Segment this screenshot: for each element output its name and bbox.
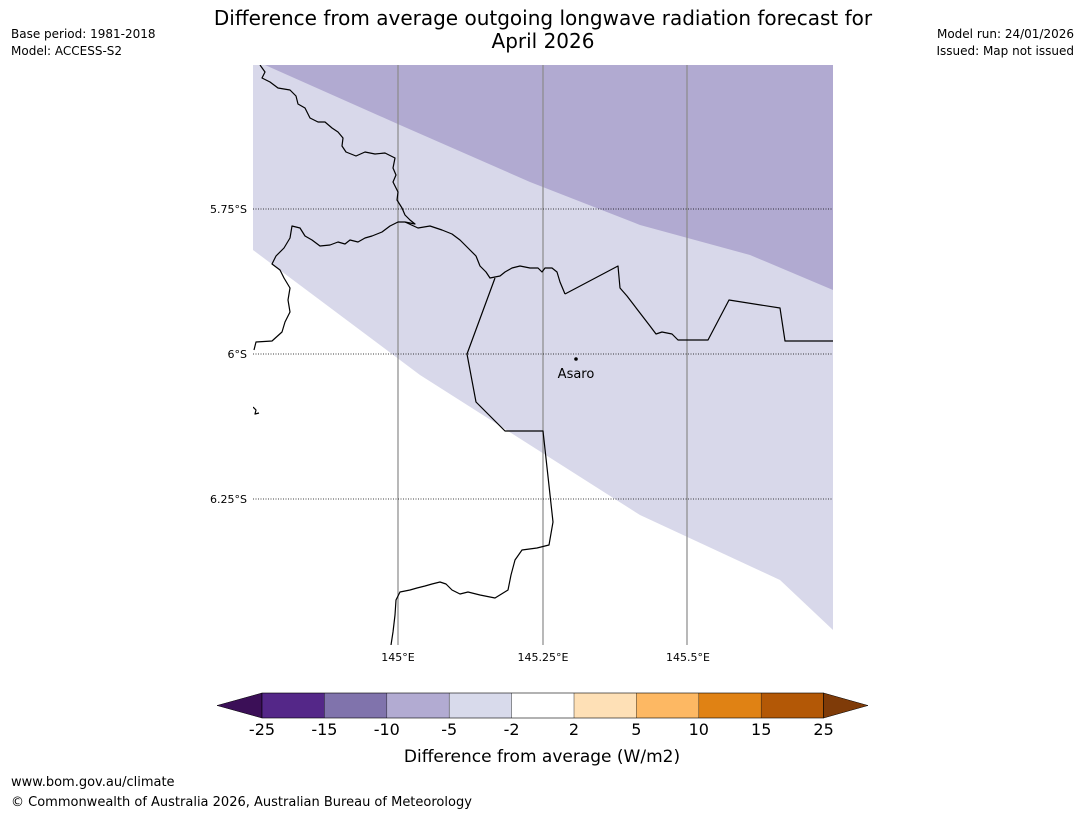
colorbar-box-3 (386, 693, 450, 718)
colorbar-tick-2: -10 (374, 720, 400, 739)
issued-status: Issued: Map not issued (936, 44, 1074, 58)
colorbar-tick-6: 5 (631, 720, 641, 739)
colorbar-tick-7: 10 (689, 720, 709, 739)
colorbar-box-9 (761, 693, 824, 718)
lat-label-6s: 6°S (228, 348, 247, 361)
footer-copyright: © Commonwealth of Australia 2026, Austra… (11, 795, 472, 810)
title-line-2: April 2026 (491, 29, 595, 53)
asaro-label: Asaro (558, 367, 595, 382)
asaro-marker (574, 357, 578, 361)
colorbar-dividers (324, 693, 762, 718)
map-title: Difference from average outgoing longwav… (193, 7, 893, 53)
colorbar-tick-8: 15 (751, 720, 771, 739)
colorbar: -25 -15 -10 -5 -2 2 5 10 15 25 Differenc… (216, 692, 869, 767)
colorbar-box-5 (511, 693, 574, 718)
colorbar-tick-4: -2 (504, 720, 520, 739)
colorbar-tick-3: -5 (441, 720, 457, 739)
title-line-1: Difference from average outgoing longwav… (213, 6, 873, 30)
map-area: Asaro (253, 65, 833, 645)
base-period: Base period: 1981-2018 (11, 27, 156, 41)
lon-label-145e: 145°E (381, 651, 414, 664)
shading-band-medium (265, 65, 833, 290)
colorbar-over-arrow (823, 692, 869, 719)
province-borders (253, 65, 833, 645)
colorbar-outline (261, 692, 824, 719)
model-run: Model run: 24/01/2026 (936, 27, 1074, 41)
colorbar-tick-1: -15 (311, 720, 337, 739)
lon-label-145-5e: 145.5°E (666, 651, 710, 664)
meta-left: Base period: 1981-2018 Model: ACCESS-S2 (11, 26, 156, 60)
colorbar-box-6 (574, 693, 637, 718)
model-name: Model: ACCESS-S2 (11, 44, 123, 58)
footer-url: www.bom.gov.au/climate (11, 775, 175, 790)
colorbar-tick-9: 25 (813, 720, 833, 739)
lat-label-5-75s: 5.75°S (210, 203, 247, 216)
colorbar-box-8 (698, 693, 762, 718)
colorbar-box-1 (262, 693, 325, 718)
colorbar-under-arrow (216, 692, 263, 719)
colorbar-tick-5: 2 (569, 720, 579, 739)
colorbar-title: Difference from average (W/m2) (404, 747, 680, 767)
lat-label-6-25s: 6.25°S (210, 493, 247, 506)
colorbar-tick-0: -25 (249, 720, 275, 739)
colorbar-box-4 (449, 693, 512, 718)
meta-right: Model run: 24/01/2026 Issued: Map not is… (936, 26, 1074, 60)
lon-label-145-25e: 145.25°E (518, 651, 569, 664)
colorbar-box-2 (324, 693, 387, 718)
colorbar-box-7 (636, 693, 699, 718)
